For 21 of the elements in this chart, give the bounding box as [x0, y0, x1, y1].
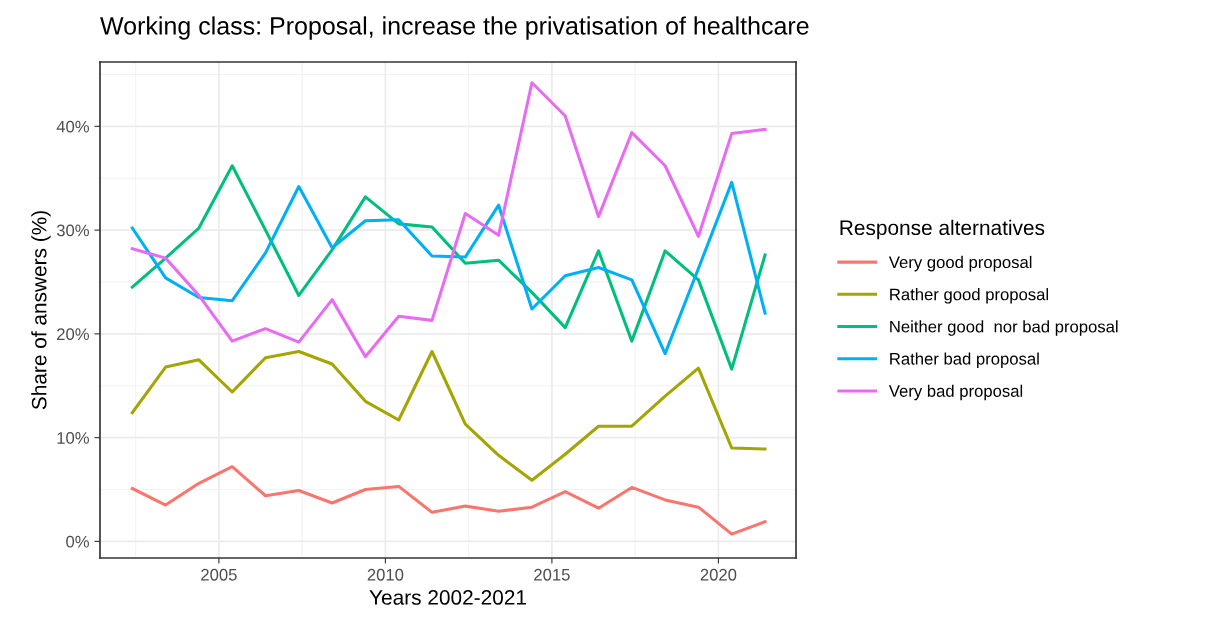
- line-series: [130, 349, 767, 482]
- legend-label: Rather good proposal: [890, 288, 1049, 304]
- y-tick-label: 0%: [66, 535, 89, 548]
- y-tick-label: 10%: [57, 432, 89, 444]
- x-tick-label: 2010: [367, 568, 404, 581]
- legend-label: Rather bad proposal: [890, 352, 1039, 369]
- legend-label: Very bad proposal: [888, 384, 1023, 401]
- legend-label: Very good proposal: [888, 255, 1032, 272]
- x-tick-label: 2015: [534, 568, 570, 581]
- legend-label: Neither good nor bad proposal: [890, 320, 1118, 336]
- chart-title: Working class: Proposal, increase the privatisation of healthcare: [100, 16, 809, 40]
- x-tick-label: 2005: [201, 568, 237, 581]
- y-tick-label: 40%: [56, 120, 89, 133]
- line-series: [130, 465, 767, 536]
- x-axis-title: Years 2002-2021: [369, 590, 526, 605]
- x-tick-label: 2020: [700, 568, 737, 581]
- legend-title: Response alternatives: [840, 219, 1045, 240]
- y-tick-label: 30%: [56, 224, 89, 237]
- y-axis-title: Share of answers (%): [31, 211, 51, 410]
- line-series: [130, 81, 767, 359]
- y-tick-label: 20%: [57, 328, 89, 341]
